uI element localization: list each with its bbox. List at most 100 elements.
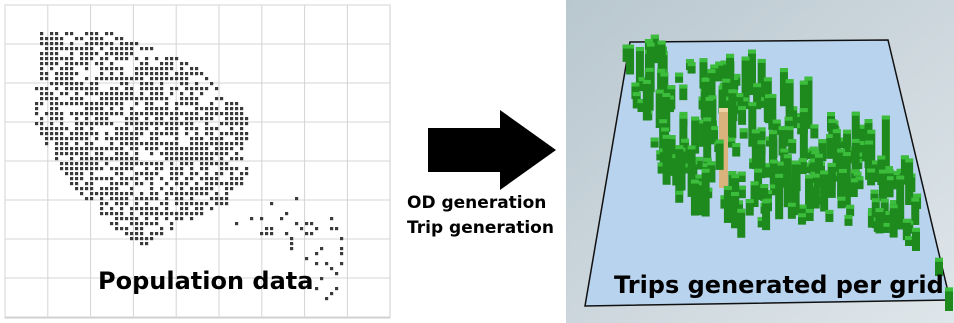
dot — [235, 157, 238, 160]
dot — [100, 102, 103, 105]
dot — [80, 177, 83, 180]
dot — [145, 97, 148, 100]
dot — [90, 192, 93, 195]
dot — [125, 182, 128, 185]
dot — [145, 102, 148, 105]
dot — [165, 157, 168, 160]
dot — [45, 132, 48, 135]
dot — [70, 32, 73, 35]
bar-top — [905, 158, 913, 162]
dot — [150, 147, 153, 150]
dot — [90, 112, 93, 115]
trips-panel: Trips generated per grid — [566, 0, 954, 323]
dot — [215, 152, 218, 155]
bar-top — [724, 186, 732, 190]
dot — [165, 57, 168, 60]
page: Population data OD generation Trip gener… — [0, 0, 954, 323]
dot — [235, 132, 238, 135]
dot — [95, 32, 98, 35]
dot — [140, 227, 143, 230]
dot — [300, 227, 303, 230]
dot — [100, 112, 103, 115]
dot — [50, 82, 53, 85]
dot — [240, 122, 243, 125]
dot — [185, 147, 188, 150]
dot — [185, 212, 188, 215]
dot — [240, 117, 243, 120]
bar-top — [838, 197, 846, 201]
dot — [95, 147, 98, 150]
dot — [195, 182, 198, 185]
dot — [170, 162, 173, 165]
dot — [105, 112, 108, 115]
dot — [55, 72, 58, 75]
dot — [160, 92, 163, 95]
bar-top — [704, 158, 712, 162]
dot — [145, 147, 148, 150]
dot — [190, 167, 193, 170]
dot — [155, 212, 158, 215]
dot — [180, 207, 183, 210]
dot — [120, 57, 123, 60]
dot — [105, 132, 108, 135]
dot — [80, 167, 83, 170]
dot — [315, 252, 318, 255]
dot — [135, 112, 138, 115]
bar-top — [881, 199, 889, 203]
dot — [225, 122, 228, 125]
dot — [190, 157, 193, 160]
dot — [170, 227, 173, 230]
dot — [165, 127, 168, 130]
dot — [45, 127, 48, 130]
dot — [150, 237, 153, 240]
dot — [230, 182, 233, 185]
dot — [305, 232, 308, 235]
bar-top — [843, 152, 851, 156]
dot — [295, 222, 298, 225]
dot — [205, 87, 208, 90]
dot — [110, 192, 113, 195]
dot — [195, 207, 198, 210]
panel-label: Population data — [98, 267, 313, 295]
bar-top — [710, 64, 718, 68]
dot — [65, 32, 68, 35]
dot — [175, 72, 178, 75]
bar-top — [810, 147, 818, 151]
dot — [290, 242, 293, 245]
dot — [60, 152, 63, 155]
dot — [195, 127, 198, 130]
dot — [140, 162, 143, 165]
dot — [155, 87, 158, 90]
bar-top — [757, 140, 765, 144]
dot — [225, 192, 228, 195]
dot — [185, 207, 188, 210]
dot — [120, 82, 123, 85]
dot — [80, 137, 83, 140]
dot — [120, 142, 123, 145]
dot — [185, 202, 188, 205]
dot — [105, 122, 108, 125]
dot — [100, 192, 103, 195]
bar-top — [688, 145, 696, 149]
dot — [195, 212, 198, 215]
bar-top — [945, 287, 953, 291]
dot — [135, 232, 138, 235]
dot — [125, 197, 128, 200]
dot — [95, 37, 98, 40]
dot — [125, 87, 128, 90]
dot — [130, 232, 133, 235]
dot — [130, 107, 133, 110]
dot — [130, 177, 133, 180]
dot — [65, 127, 68, 130]
dot — [145, 47, 148, 50]
dot — [210, 102, 213, 105]
dot — [75, 167, 78, 170]
dot — [190, 202, 193, 205]
dot — [185, 112, 188, 115]
bar-top — [828, 119, 836, 123]
dot — [175, 107, 178, 110]
dot — [160, 177, 163, 180]
dot — [330, 227, 333, 230]
dot — [325, 297, 328, 300]
dot — [190, 187, 193, 190]
